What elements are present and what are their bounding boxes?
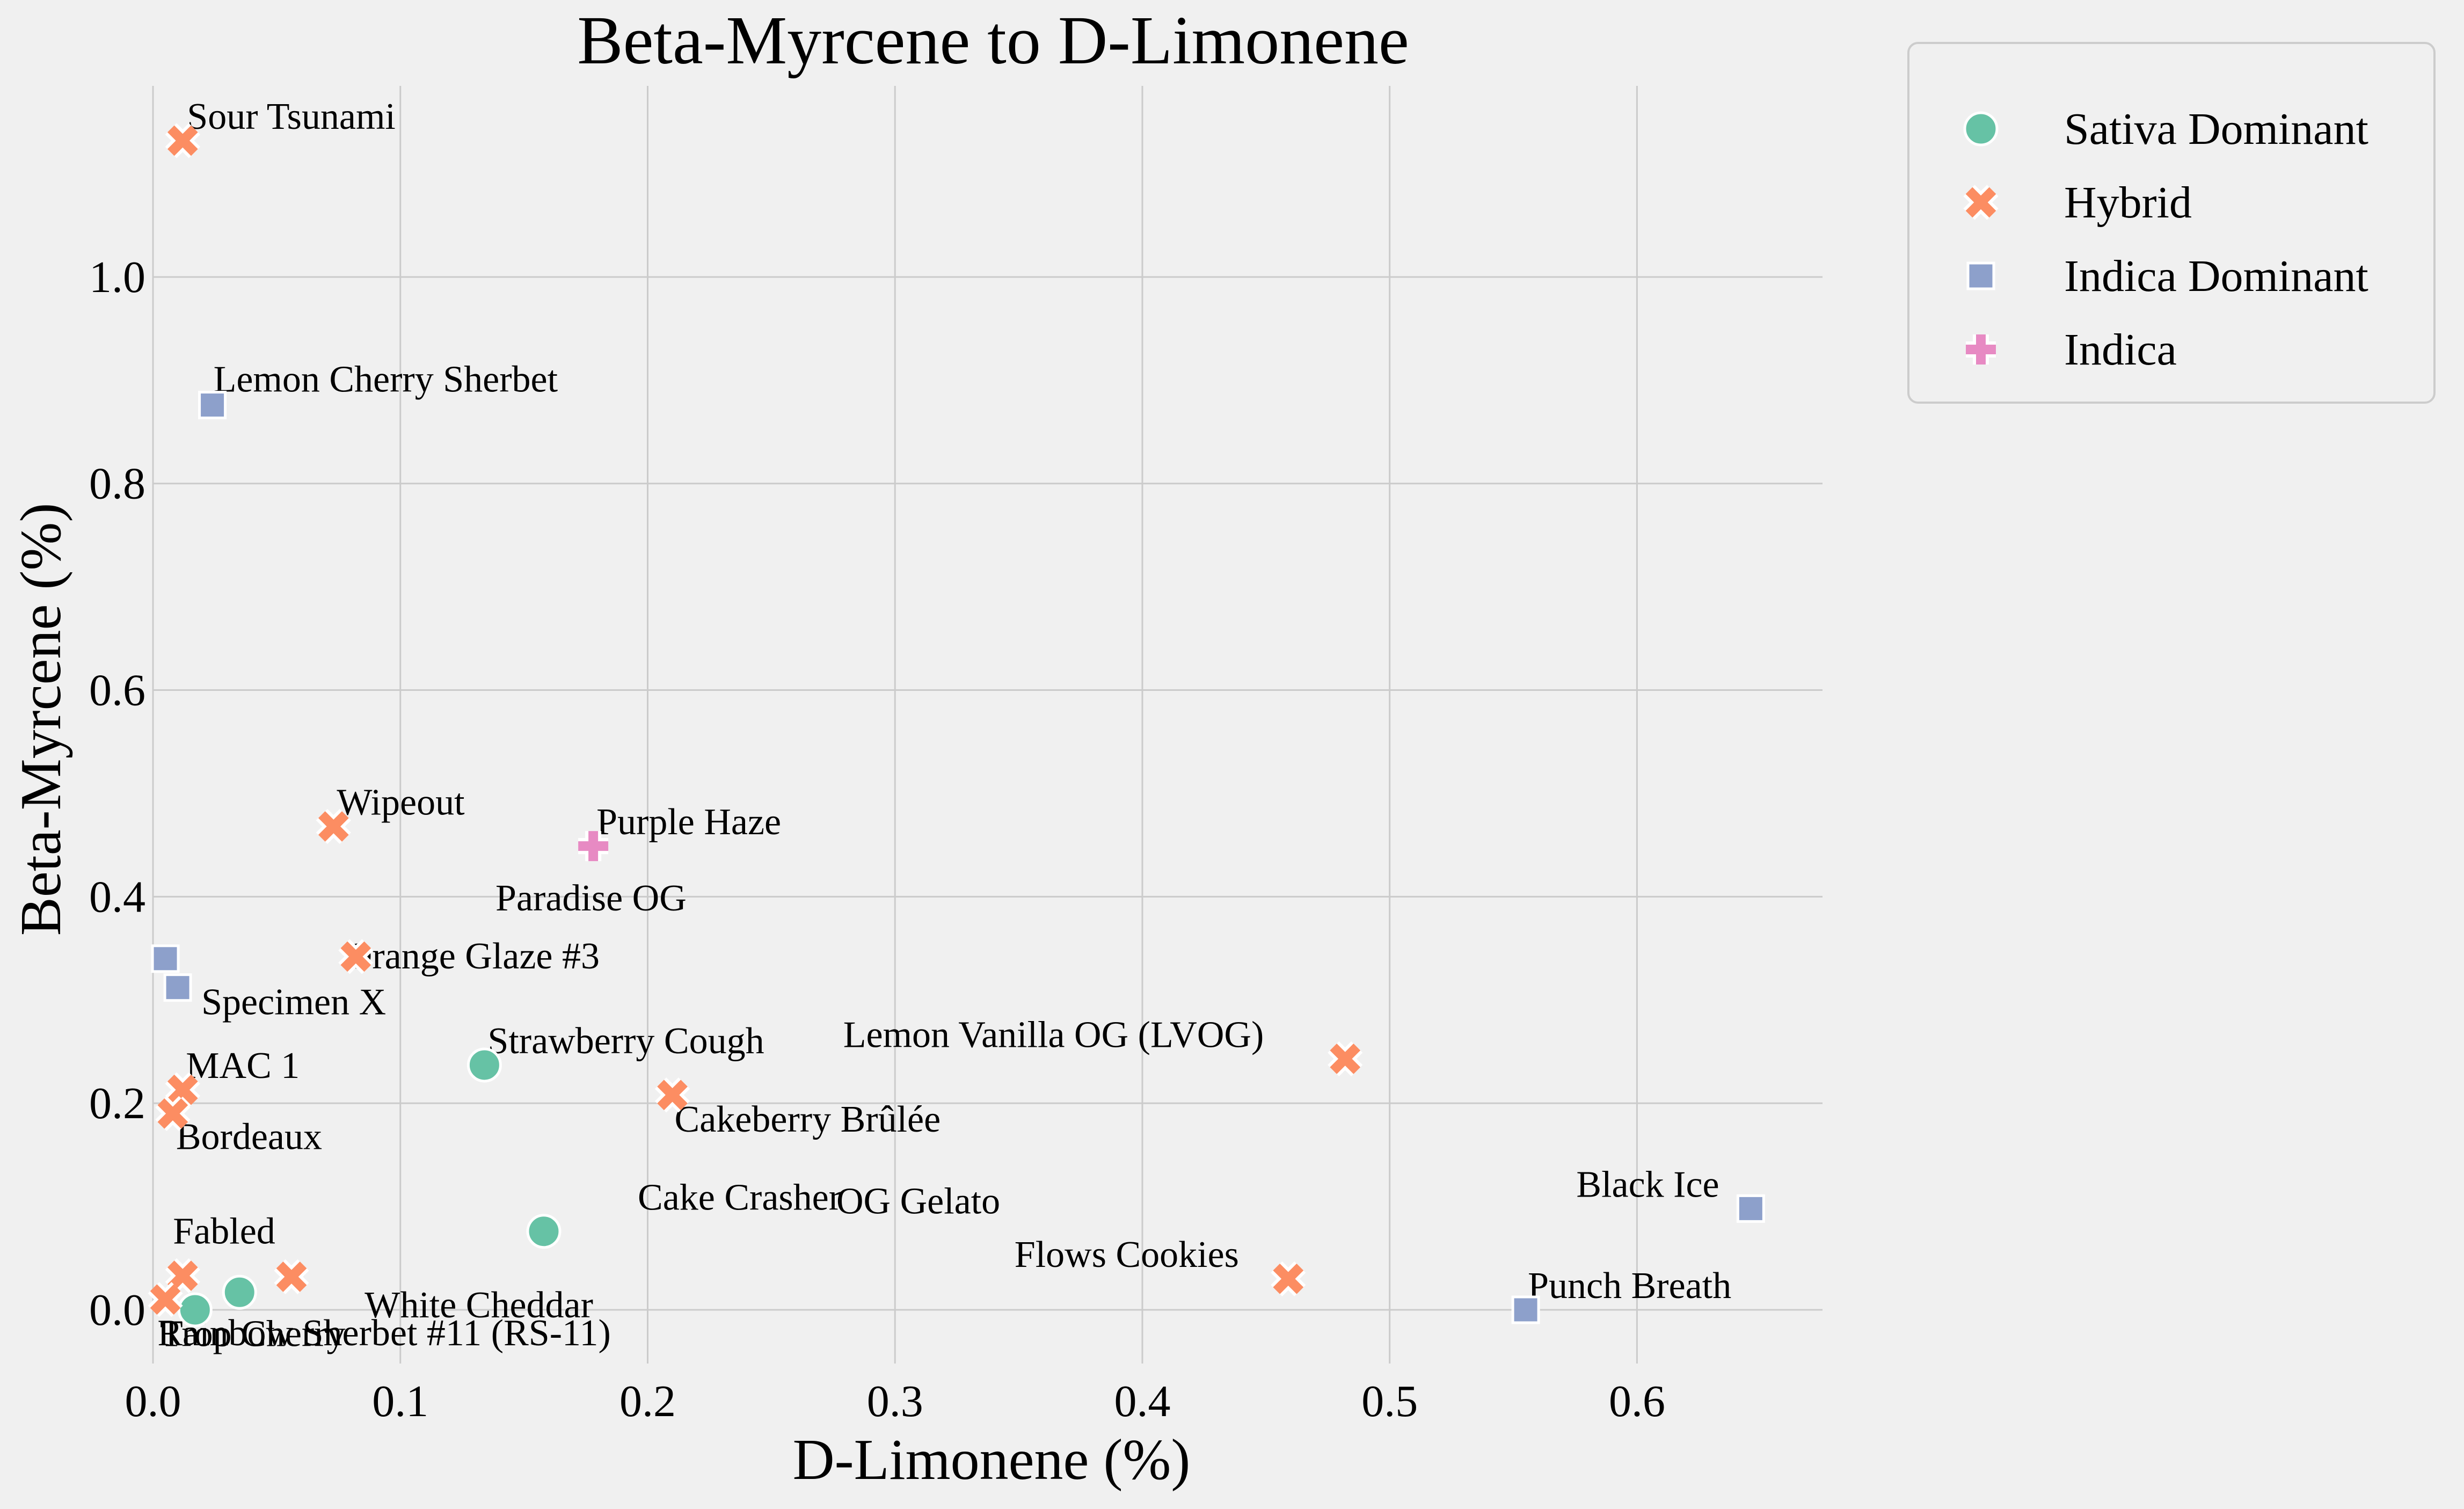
point-label: Sour Tsunami (187, 96, 396, 137)
x-axis-label: D-Limonene (%) (793, 1428, 1191, 1492)
point-label: Bordeaux (176, 1116, 322, 1157)
y-axis-label: Beta-Myrcene (%) (9, 503, 73, 936)
legend-entry: Indica (2064, 325, 2177, 375)
data-point-x (1271, 1261, 1306, 1296)
data-point-square (198, 391, 227, 420)
point-label: Purple Haze (596, 801, 781, 843)
x-tick-label: 0.3 (867, 1376, 923, 1426)
y-tick-label: 1.0 (89, 252, 145, 302)
legend-marker-circle (1963, 111, 1999, 147)
legend-marker-x (1963, 185, 1999, 220)
x-tick-label: 0.6 (1609, 1376, 1665, 1426)
data-point-x (338, 939, 374, 974)
axis-ticks: 0.0 0.1 0.2 0.3 0.4 0.5 0.6 0.0 0.2 0.4 0.6 0.8 1.0 (89, 252, 1665, 1426)
y-tick-label: 0.8 (89, 459, 145, 509)
x-tick-label: 0.5 (1361, 1376, 1418, 1426)
y-tick-label: 0.0 (89, 1285, 145, 1335)
point-label: Rainbow Sherbet #11 (RS-11) (157, 1313, 610, 1354)
data-point-circle (177, 1292, 213, 1328)
data-point-x (148, 1282, 183, 1317)
data-point-square (151, 944, 180, 973)
data-point-plus (578, 831, 609, 862)
data-point-x (165, 1258, 200, 1294)
grid-lines (152, 86, 1823, 1364)
legend-marker-plus (1966, 334, 1996, 365)
y-tick-label: 0.2 (89, 1078, 145, 1128)
legend-marker-square (1966, 261, 1995, 290)
data-point-circle (466, 1047, 502, 1083)
point-label: Paradise OG (495, 878, 687, 919)
point-label: Cake Crasher (638, 1177, 841, 1218)
data-point-square (1736, 1194, 1765, 1223)
point-label: Wipeout (337, 782, 465, 823)
data-point-x (165, 123, 200, 158)
legend-entry: Sativa Dominant (2064, 104, 2368, 154)
x-tick-label: 0.4 (1114, 1376, 1170, 1426)
data-point-square (163, 973, 192, 1002)
data-point-x (155, 1096, 191, 1131)
point-label: Strawberry Cough (487, 1020, 764, 1062)
point-label: Lemon Cherry Sherbet (214, 359, 558, 400)
data-point-square (1511, 1295, 1540, 1324)
x-tick-label: 0.0 (125, 1376, 181, 1426)
point-labels: Strawberry Cough OG Gelato White CheddarRa… (157, 96, 1731, 1355)
legend-box (1907, 42, 2436, 404)
x-tick-label: 0.2 (619, 1376, 676, 1426)
data-points (148, 123, 1765, 1328)
data-point-x (274, 1259, 309, 1294)
point-label: Fabled (173, 1211, 275, 1252)
data-point-circle (222, 1274, 257, 1310)
point-label: White Cheddar (365, 1285, 593, 1326)
data-point-circle (526, 1214, 562, 1249)
point-label: Specimen X (201, 982, 386, 1023)
legend: Sativa Dominant Hybrid Indica Dominant Indi… (1907, 42, 2436, 404)
legend-entry: Indica Dominant (2064, 251, 2368, 301)
data-point-x (1328, 1041, 1363, 1077)
point-label: Orange Glaze #3 (345, 936, 600, 977)
y-tick-label: 0.6 (89, 666, 145, 716)
data-point-x (165, 1072, 200, 1107)
point-label: MAC 1 (186, 1045, 300, 1087)
x-tick-label: 0.1 (372, 1376, 428, 1426)
point-label: Flows Cookies (1015, 1234, 1239, 1275)
chart-title: Beta-Myrcene to D-Limonene (577, 2, 1409, 78)
point-label: Punch Breath (1528, 1265, 1731, 1307)
data-point-x (316, 808, 351, 844)
data-point-x (654, 1077, 690, 1113)
point-label: Cakeberry Brûlée (675, 1099, 941, 1140)
point-label: Lemon Vanilla OG (LVOG) (843, 1014, 1264, 1055)
legend-entry: Hybrid (2064, 178, 2192, 228)
point-label: Black Ice (1576, 1164, 1719, 1205)
y-tick-label: 0.4 (89, 872, 145, 922)
point-label: OG Gelato (836, 1181, 1000, 1222)
